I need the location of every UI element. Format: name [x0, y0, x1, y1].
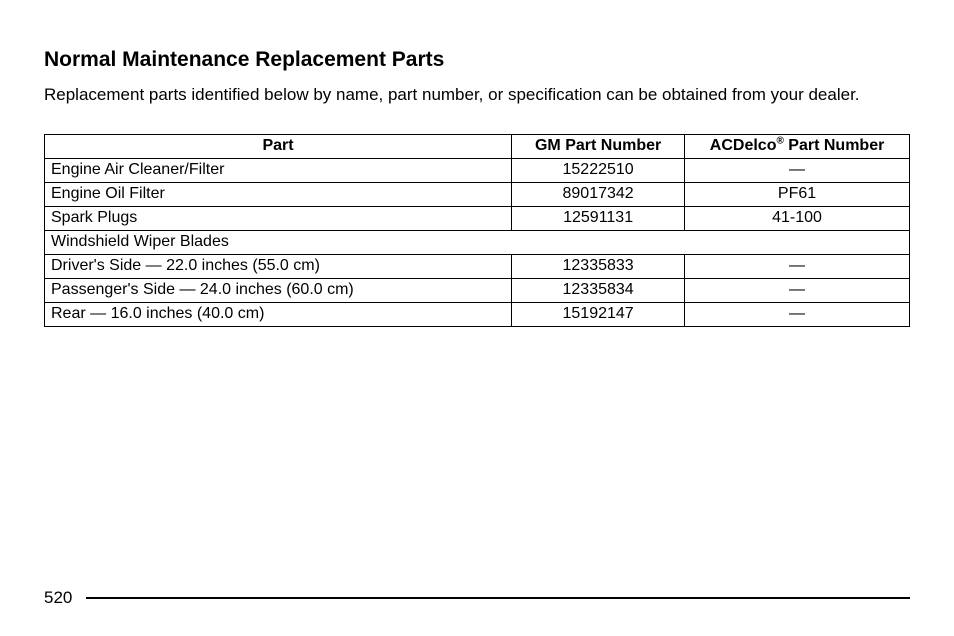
section-heading: Normal Maintenance Replacement Parts — [44, 48, 910, 72]
parts-table: Part GM Part Number ACDelco® Part Number… — [44, 134, 910, 327]
table-row: Driver's Side — 22.0 inches (55.0 cm) 12… — [45, 255, 910, 279]
cell-ac: — — [685, 159, 910, 183]
table-section-row: Windshield Wiper Blades — [45, 231, 910, 255]
cell-part: Engine Air Cleaner/Filter — [45, 159, 512, 183]
cell-gm: 89017342 — [512, 183, 685, 207]
acdelco-suffix: Part Number — [784, 137, 884, 154]
cell-ac: 41-100 — [685, 207, 910, 231]
cell-gm: 15222510 — [512, 159, 685, 183]
content-area: Normal Maintenance Replacement Parts Rep… — [0, 0, 954, 327]
cell-part: Rear — 16.0 inches (40.0 cm) — [45, 303, 512, 327]
footer-rule — [86, 597, 910, 599]
table-row: Passenger's Side — 24.0 inches (60.0 cm)… — [45, 279, 910, 303]
registered-icon: ® — [776, 136, 783, 147]
table-row: Spark Plugs 12591131 41-100 — [45, 207, 910, 231]
cell-ac: PF61 — [685, 183, 910, 207]
cell-gm: 15192147 — [512, 303, 685, 327]
table-row: Engine Air Cleaner/Filter 15222510 — — [45, 159, 910, 183]
page-number: 520 — [44, 588, 72, 608]
cell-part: Engine Oil Filter — [45, 183, 512, 207]
col-header-gm: GM Part Number — [512, 135, 685, 159]
cell-gm: 12335833 — [512, 255, 685, 279]
cell-part: Driver's Side — 22.0 inches (55.0 cm) — [45, 255, 512, 279]
intro-paragraph: Replacement parts identified below by na… — [44, 84, 910, 106]
page-footer: 520 — [44, 588, 910, 608]
cell-part: Passenger's Side — 24.0 inches (60.0 cm) — [45, 279, 512, 303]
col-header-part: Part — [45, 135, 512, 159]
cell-part: Spark Plugs — [45, 207, 512, 231]
acdelco-text: ACDelco — [710, 137, 777, 154]
cell-ac: — — [685, 279, 910, 303]
col-header-acdelco: ACDelco® Part Number — [685, 135, 910, 159]
table-row: Rear — 16.0 inches (40.0 cm) 15192147 — — [45, 303, 910, 327]
cell-gm: 12335834 — [512, 279, 685, 303]
page: Normal Maintenance Replacement Parts Rep… — [0, 0, 954, 636]
table-body: Engine Air Cleaner/Filter 15222510 — Eng… — [45, 159, 910, 327]
cell-ac: — — [685, 255, 910, 279]
cell-gm: 12591131 — [512, 207, 685, 231]
cell-ac: — — [685, 303, 910, 327]
table-header-row: Part GM Part Number ACDelco® Part Number — [45, 135, 910, 159]
cell-section: Windshield Wiper Blades — [45, 231, 910, 255]
table-row: Engine Oil Filter 89017342 PF61 — [45, 183, 910, 207]
